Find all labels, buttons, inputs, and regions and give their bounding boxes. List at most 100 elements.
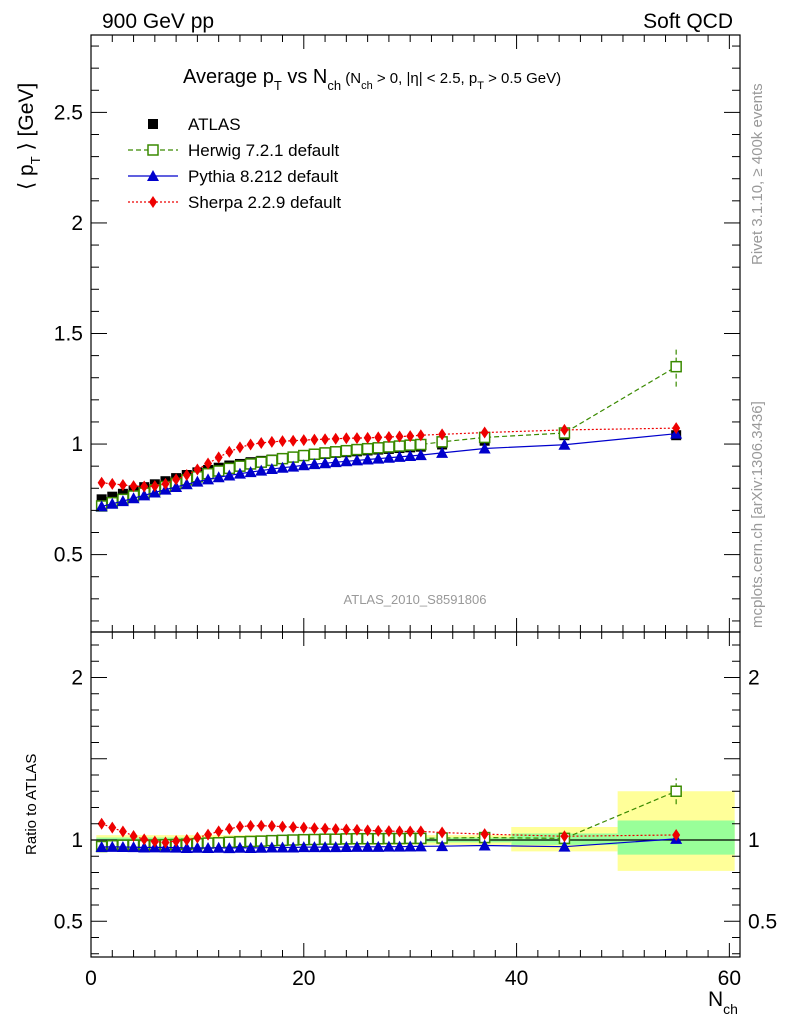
pythia-point	[116, 840, 129, 852]
sherpa-point	[331, 823, 340, 836]
y-tick-label-right: 0.5	[748, 910, 777, 933]
y-tick-label: 2	[71, 667, 83, 690]
pythia-point	[95, 840, 108, 852]
herwig-point	[670, 360, 682, 373]
sherpa-point	[172, 835, 181, 848]
pythia-point	[255, 841, 268, 853]
pythia-point	[116, 495, 129, 507]
herwig-point	[298, 449, 310, 462]
analysis-watermark: ATLAS_2010_S8591806	[344, 592, 487, 607]
pythia-point	[287, 460, 300, 472]
pythia-point	[255, 464, 268, 476]
sherpa-point	[204, 828, 213, 841]
sherpa-point	[672, 828, 681, 841]
sherpa-line	[101, 427, 677, 488]
pythia-point	[244, 466, 257, 478]
rivet-label: Rivet 3.1.10, ≥ 400k events	[749, 83, 766, 265]
pythia-point	[180, 478, 193, 490]
y-tick-label-right: 2	[748, 667, 760, 690]
y-tick-label-right: 1	[748, 829, 760, 852]
sherpa-point	[182, 469, 191, 482]
sherpa-point	[267, 435, 276, 448]
pythia-point	[95, 500, 108, 512]
sherpa-point	[406, 825, 415, 838]
sherpa-point	[438, 826, 447, 839]
sherpa-point	[118, 825, 127, 838]
sherpa-point	[214, 451, 223, 464]
pythia-point	[244, 841, 257, 853]
pythia-point	[308, 458, 321, 470]
pythia-point	[329, 841, 342, 853]
pythia-point	[138, 841, 151, 853]
sherpa-point	[204, 457, 213, 470]
pythia-point	[350, 840, 363, 852]
sherpa-point	[289, 821, 298, 834]
legend-atlas-label: ATLAS	[188, 115, 241, 134]
pythia-point	[319, 841, 332, 853]
legend-herwig-label: Herwig 7.2.1 default	[188, 141, 339, 160]
pythia-point	[350, 454, 363, 466]
sherpa-point	[267, 820, 276, 833]
sherpa-point	[672, 422, 681, 435]
sherpa-point	[299, 821, 308, 834]
pythia-point	[180, 841, 193, 853]
pythia-point	[558, 840, 571, 852]
sherpa-point	[257, 819, 266, 832]
pythia-point	[414, 449, 427, 461]
sherpa-point	[395, 430, 404, 443]
sherpa-point	[384, 825, 393, 838]
sherpa-point	[278, 820, 287, 833]
herwig-point	[670, 785, 682, 797]
herwig-point	[340, 444, 353, 457]
pythia-point	[127, 841, 140, 853]
sherpa-point	[352, 823, 361, 836]
sherpa-point	[172, 473, 181, 486]
pythia-point	[372, 840, 385, 852]
sherpa-point	[384, 430, 393, 443]
sherpa-point	[193, 463, 202, 476]
pythia-point	[276, 841, 289, 853]
x-tick-label: 60	[718, 967, 741, 990]
y-tick-label: 1	[71, 829, 83, 852]
ratio-y-axis-label: Ratio to ATLAS	[23, 754, 40, 855]
sherpa-point	[235, 441, 244, 454]
pythia-point	[233, 467, 246, 479]
sherpa-point	[363, 824, 372, 837]
sherpa-point	[118, 478, 127, 491]
sherpa-point	[299, 434, 308, 447]
pythia-point	[191, 841, 204, 853]
herwig-point	[372, 442, 385, 454]
main-y-axis-label: ⟨ pT ⟩ [GeV]	[15, 83, 43, 190]
sherpa-point	[182, 834, 191, 846]
pythia-point	[223, 842, 236, 854]
sherpa-point	[150, 835, 159, 848]
sherpa-point	[395, 825, 404, 838]
y-tick-label: 1.5	[54, 323, 83, 346]
pythia-point	[138, 489, 151, 501]
pythia-point	[308, 841, 321, 853]
sherpa-point	[225, 445, 234, 458]
sherpa-point	[310, 433, 319, 446]
pythia-point	[436, 840, 449, 852]
sherpa-point	[235, 820, 244, 833]
atlas-point	[107, 491, 118, 502]
legend-pythia-marker	[147, 170, 159, 181]
x-tick-label: 40	[505, 967, 528, 990]
pythia-point	[340, 455, 353, 467]
pythia-point	[106, 497, 119, 509]
sherpa-point	[560, 830, 569, 843]
sherpa-point	[310, 822, 319, 835]
sherpa-point	[406, 430, 415, 443]
sherpa-point	[289, 434, 298, 447]
sherpa-point	[108, 821, 117, 834]
herwig-point	[351, 443, 363, 456]
pythia-point	[478, 442, 491, 454]
ratio-plot: 0 20 40 60 0.5 0.5 1 1 2 2	[54, 631, 777, 990]
legend-sherpa-label: Sherpa 2.2.9 default	[188, 193, 341, 212]
sherpa-point	[480, 426, 489, 439]
pythia-point	[382, 451, 395, 463]
pythia-point	[558, 438, 571, 450]
pythia-point	[404, 449, 417, 461]
sherpa-point	[416, 429, 425, 442]
pythia-point	[265, 841, 278, 853]
